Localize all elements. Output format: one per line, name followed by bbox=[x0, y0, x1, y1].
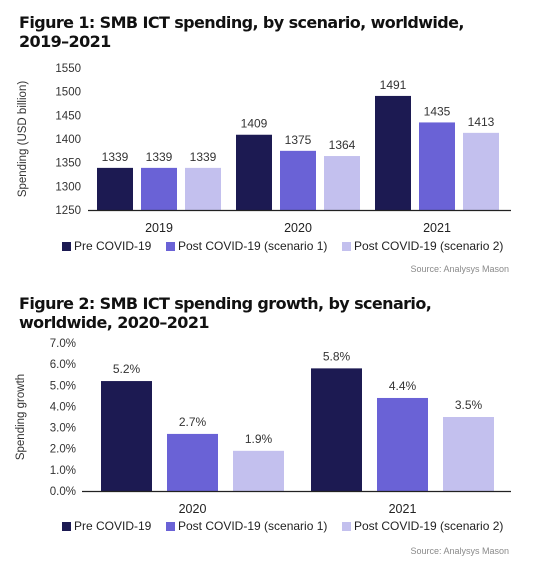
y-tick-label: 0.0% bbox=[50, 486, 76, 498]
bar bbox=[443, 417, 494, 491]
y-tick-label: 7.0% bbox=[50, 338, 76, 350]
y-tick-label: 1350 bbox=[55, 158, 81, 170]
data-label: 1339 bbox=[190, 150, 217, 164]
bar bbox=[167, 433, 218, 491]
y-tick-label: 1300 bbox=[55, 181, 81, 193]
bar bbox=[419, 122, 455, 210]
y-tick-label: 1400 bbox=[55, 134, 81, 146]
data-label: 3.5% bbox=[455, 398, 483, 412]
bar bbox=[141, 167, 177, 210]
legend-swatch bbox=[342, 242, 351, 251]
bar bbox=[97, 167, 133, 210]
legend-swatch bbox=[62, 522, 71, 531]
y-tick-label: 1550 bbox=[55, 63, 81, 75]
y-axis-title: Spending (USD billion) bbox=[17, 81, 29, 198]
data-label: 4.4% bbox=[389, 379, 417, 393]
bar bbox=[463, 132, 499, 210]
bar bbox=[377, 397, 428, 491]
y-tick-label: 3.0% bbox=[50, 423, 76, 435]
x-tick-label: 2019 bbox=[145, 221, 173, 235]
data-label: 2.7% bbox=[179, 415, 207, 429]
legend-label: Pre COVID-19 bbox=[74, 519, 152, 533]
data-label: 1491 bbox=[380, 78, 407, 92]
data-label: 1435 bbox=[424, 104, 451, 118]
y-tick-label: 6.0% bbox=[50, 359, 76, 371]
y-axis-title: Spending growth bbox=[15, 374, 27, 460]
x-tick-label: 2020 bbox=[284, 221, 312, 235]
bar bbox=[185, 167, 221, 210]
y-tick-label: 4.0% bbox=[50, 401, 76, 413]
bar bbox=[324, 156, 360, 210]
legend-label: Post COVID-19 (scenario 1) bbox=[178, 519, 327, 533]
y-tick-label: 5.0% bbox=[50, 380, 76, 392]
figure-2-title: Figure 2: SMB ICT spending growth, by sc… bbox=[19, 294, 432, 332]
data-label: 1375 bbox=[285, 133, 312, 147]
figure-2-source: Source: Analysys Mason bbox=[410, 546, 509, 556]
figure-1-title: Figure 1: SMB ICT spending, by scenario,… bbox=[19, 13, 464, 51]
data-label: 1339 bbox=[102, 150, 129, 164]
bar bbox=[375, 95, 411, 210]
y-tick-label: 1.0% bbox=[50, 465, 76, 477]
legend-swatch bbox=[166, 522, 175, 531]
bar bbox=[311, 368, 362, 491]
y-tick-label: 1250 bbox=[55, 205, 81, 217]
bar bbox=[236, 134, 272, 210]
bar bbox=[280, 150, 316, 210]
legend-swatch bbox=[62, 242, 71, 251]
x-tick-label: 2021 bbox=[423, 221, 451, 235]
data-label: 1364 bbox=[329, 138, 356, 152]
legend-label: Post COVID-19 (scenario 2) bbox=[354, 519, 503, 533]
data-label: 5.8% bbox=[323, 349, 351, 363]
y-tick-label: 1450 bbox=[55, 110, 81, 122]
data-label: 1413 bbox=[468, 115, 495, 129]
bar bbox=[101, 381, 152, 491]
x-tick-label: 2020 bbox=[179, 502, 207, 516]
legend-label: Post COVID-19 (scenario 2) bbox=[354, 239, 503, 253]
data-label: 5.2% bbox=[113, 362, 141, 376]
data-label: 1.9% bbox=[245, 432, 273, 446]
legend-label: Post COVID-19 (scenario 1) bbox=[178, 239, 327, 253]
data-label: 1339 bbox=[146, 150, 173, 164]
y-tick-label: 2.0% bbox=[50, 444, 76, 456]
legend-swatch bbox=[166, 242, 175, 251]
bar bbox=[233, 450, 284, 491]
figure-1-source: Source: Analysys Mason bbox=[410, 264, 509, 274]
y-tick-label: 1500 bbox=[55, 87, 81, 99]
figure-1-chart: 1250 1300 1350 1400 1450 1500 1550 Spending (US… bbox=[17, 63, 511, 253]
legend-swatch bbox=[342, 522, 351, 531]
x-tick-label: 2021 bbox=[389, 502, 417, 516]
data-label: 1409 bbox=[241, 117, 268, 131]
legend-label: Pre COVID-19 bbox=[74, 239, 152, 253]
